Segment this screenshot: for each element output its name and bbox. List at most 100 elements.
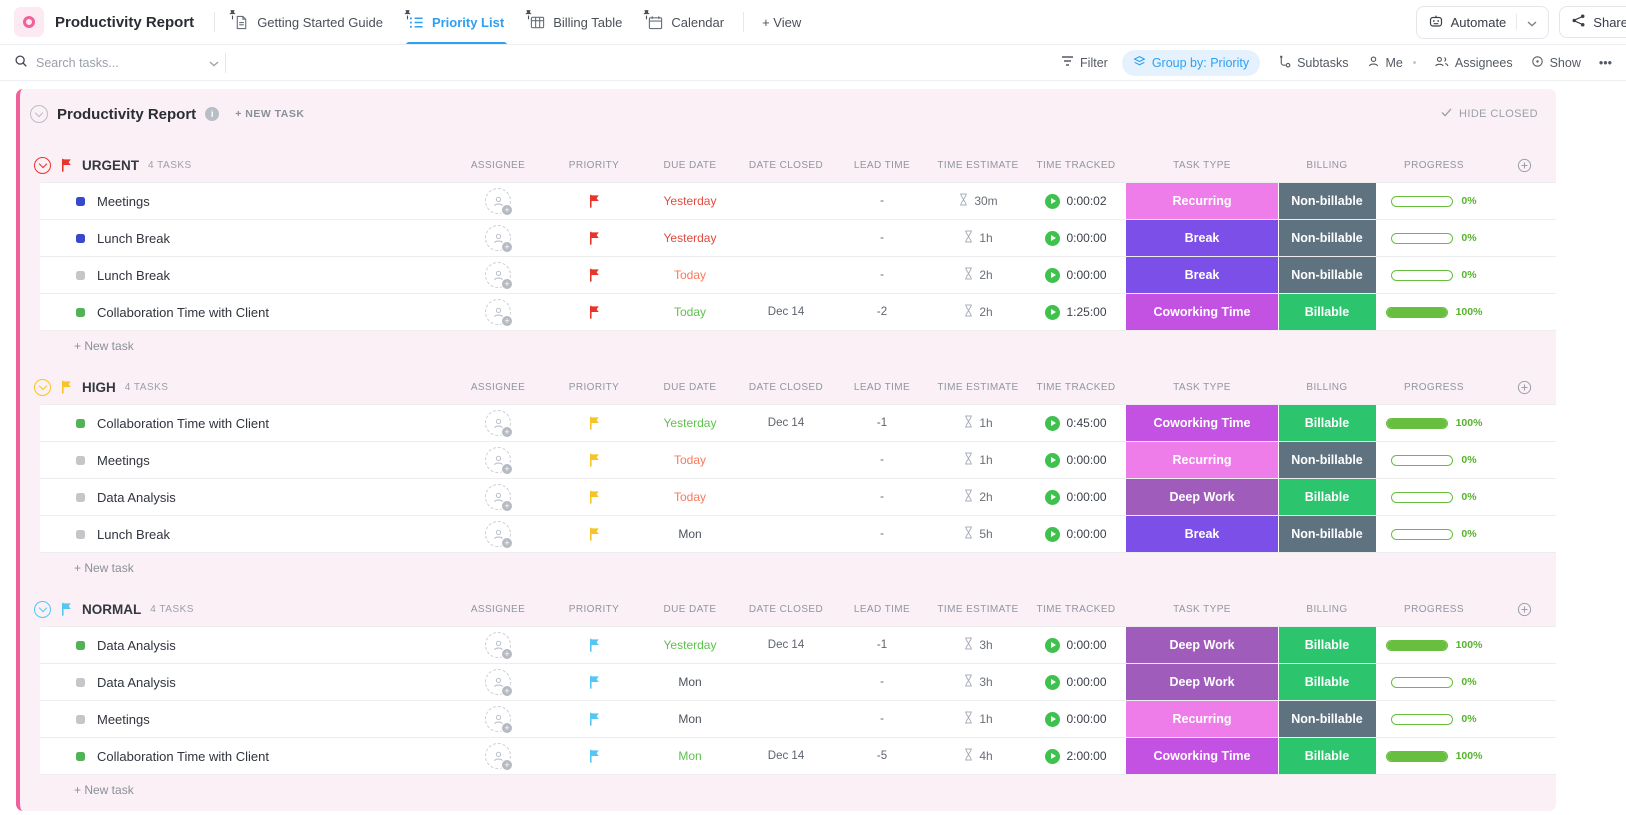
priority-flag-icon[interactable] bbox=[546, 701, 642, 737]
play-icon[interactable] bbox=[1045, 711, 1061, 727]
assignee-add-button[interactable]: + bbox=[485, 410, 513, 438]
billing-badge[interactable]: Billable bbox=[1278, 294, 1376, 330]
task-type-badge[interactable]: Coworking Time bbox=[1126, 405, 1278, 441]
column-header-task-type[interactable]: TASK TYPE bbox=[1173, 159, 1231, 171]
tab-billing-table[interactable]: Billing Table bbox=[517, 0, 635, 44]
time-estimate[interactable]: 1h bbox=[930, 442, 1026, 478]
more-options-button[interactable]: ••• bbox=[1599, 56, 1612, 70]
time-tracked[interactable]: 1:25:00 bbox=[1026, 294, 1126, 330]
chevron-down-icon[interactable] bbox=[1527, 15, 1537, 30]
play-icon[interactable] bbox=[1045, 637, 1061, 653]
task-type-badge[interactable]: Break bbox=[1126, 516, 1278, 552]
task-status-icon[interactable] bbox=[76, 233, 85, 243]
task-type-badge[interactable]: Deep Work bbox=[1126, 479, 1278, 515]
share-button[interactable]: Share bbox=[1559, 6, 1626, 38]
task-status-icon[interactable] bbox=[76, 307, 85, 317]
priority-flag-icon[interactable] bbox=[546, 183, 642, 219]
due-date[interactable]: Yesterday bbox=[663, 638, 717, 652]
task-row[interactable]: Data Analysis + Today - 2h 0:00:00 Deep Work Bi… bbox=[40, 479, 1556, 516]
billing-badge[interactable]: Billable bbox=[1278, 405, 1376, 441]
tab-priority-list[interactable]: Priority List bbox=[396, 0, 517, 44]
play-icon[interactable] bbox=[1045, 674, 1061, 690]
billing-badge[interactable]: Non-billable bbox=[1278, 220, 1376, 256]
column-header-time-tracked[interactable]: TIME TRACKED bbox=[1036, 603, 1116, 615]
column-header-progress[interactable]: PROGRESS bbox=[1404, 159, 1464, 171]
play-icon[interactable] bbox=[1045, 452, 1061, 468]
chevron-down-icon[interactable] bbox=[209, 56, 219, 70]
collapse-group-icon[interactable] bbox=[34, 156, 51, 174]
assignee-add-button[interactable]: + bbox=[485, 299, 513, 327]
priority-flag-icon[interactable] bbox=[546, 405, 642, 441]
add-column-icon[interactable] bbox=[1492, 158, 1556, 173]
task-row[interactable]: Lunch Break + Mon - 5h 0:00:00 Break Non-billab… bbox=[40, 516, 1556, 553]
task-row[interactable]: Data Analysis + Mon - 3h 0:00:00 Deep Work Bill… bbox=[40, 664, 1556, 701]
time-tracked[interactable]: 0:00:00 bbox=[1026, 627, 1126, 663]
priority-flag-icon[interactable] bbox=[546, 627, 642, 663]
task-name[interactable]: Lunch Break bbox=[97, 526, 170, 542]
time-estimate[interactable]: 5h bbox=[930, 516, 1026, 552]
assignee-add-button[interactable]: + bbox=[485, 188, 513, 216]
time-tracked[interactable]: 0:00:00 bbox=[1026, 516, 1126, 552]
me-filter-button[interactable]: Me bbox=[1367, 55, 1416, 71]
column-header-billing[interactable]: BILLING bbox=[1306, 381, 1348, 393]
play-icon[interactable] bbox=[1045, 230, 1061, 246]
task-type-badge[interactable]: Break bbox=[1126, 220, 1278, 256]
column-header-time-estimate[interactable]: TIME ESTIMATE bbox=[937, 381, 1019, 393]
column-header-priority[interactable]: PRIORITY bbox=[568, 381, 620, 393]
task-name[interactable]: Meetings bbox=[97, 193, 150, 209]
time-estimate[interactable]: 1h bbox=[930, 220, 1026, 256]
time-estimate[interactable]: 2h bbox=[930, 294, 1026, 330]
new-task-row-button[interactable]: + New task bbox=[74, 339, 134, 353]
column-header-task-type[interactable]: TASK TYPE bbox=[1173, 603, 1231, 615]
column-header-date-closed[interactable]: DATE CLOSED bbox=[748, 159, 824, 171]
hide-closed-toggle[interactable]: HIDE CLOSED bbox=[1441, 108, 1538, 120]
priority-flag-icon[interactable] bbox=[546, 516, 642, 552]
time-estimate[interactable]: 30m bbox=[930, 183, 1026, 219]
billing-badge[interactable]: Billable bbox=[1278, 627, 1376, 663]
priority-flag-icon[interactable] bbox=[546, 220, 642, 256]
billing-badge[interactable]: Non-billable bbox=[1278, 183, 1376, 219]
time-tracked[interactable]: 0:00:00 bbox=[1026, 664, 1126, 700]
column-header-billing[interactable]: BILLING bbox=[1306, 603, 1348, 615]
task-row[interactable]: Collaboration Time with Client + Mon Dec 14… bbox=[40, 738, 1556, 775]
subtasks-button[interactable]: Subtasks bbox=[1278, 55, 1349, 71]
assignee-add-button[interactable]: + bbox=[485, 447, 513, 475]
task-name[interactable]: Data Analysis bbox=[97, 674, 176, 690]
column-header-assignee[interactable]: ASSIGNEE bbox=[470, 159, 526, 171]
time-estimate[interactable]: 1h bbox=[930, 405, 1026, 441]
time-estimate[interactable]: 2h bbox=[930, 257, 1026, 293]
task-type-badge[interactable]: Coworking Time bbox=[1126, 738, 1278, 774]
group-name[interactable]: URGENT bbox=[82, 157, 139, 173]
column-header-assignee[interactable]: ASSIGNEE bbox=[470, 603, 526, 615]
filter-button[interactable]: Filter bbox=[1061, 55, 1108, 70]
assignee-add-button[interactable]: + bbox=[485, 669, 513, 697]
priority-flag-icon[interactable] bbox=[546, 479, 642, 515]
due-date[interactable]: Today bbox=[673, 453, 707, 467]
priority-flag-icon[interactable] bbox=[546, 294, 642, 330]
time-estimate[interactable]: 3h bbox=[930, 664, 1026, 700]
column-header-due-date[interactable]: DUE DATE bbox=[663, 381, 717, 393]
task-row[interactable]: Meetings + Mon - 1h 0:00:00 Recurring Non-billa… bbox=[40, 701, 1556, 738]
time-tracked[interactable]: 0:00:00 bbox=[1026, 479, 1126, 515]
new-task-row-button[interactable]: + New task bbox=[74, 783, 134, 797]
task-row[interactable]: Collaboration Time with Client + Yesterday… bbox=[40, 405, 1556, 442]
new-task-button[interactable]: + NEW TASK bbox=[235, 108, 305, 120]
time-tracked[interactable]: 0:45:00 bbox=[1026, 405, 1126, 441]
due-date[interactable]: Mon bbox=[678, 712, 702, 726]
column-header-time-estimate[interactable]: TIME ESTIMATE bbox=[937, 159, 1019, 171]
time-estimate[interactable]: 3h bbox=[930, 627, 1026, 663]
play-icon[interactable] bbox=[1045, 526, 1061, 542]
time-tracked[interactable]: 0:00:02 bbox=[1026, 183, 1126, 219]
due-date[interactable]: Today bbox=[673, 490, 707, 504]
assignee-add-button[interactable]: + bbox=[485, 521, 513, 549]
column-header-billing[interactable]: BILLING bbox=[1306, 159, 1348, 171]
due-date[interactable]: Today bbox=[673, 268, 707, 282]
column-header-due-date[interactable]: DUE DATE bbox=[663, 159, 717, 171]
play-icon[interactable] bbox=[1045, 489, 1061, 505]
task-status-icon[interactable] bbox=[76, 714, 85, 724]
task-name[interactable]: Collaboration Time with Client bbox=[97, 304, 269, 320]
task-status-icon[interactable] bbox=[76, 677, 85, 687]
play-icon[interactable] bbox=[1045, 267, 1061, 283]
priority-flag-icon[interactable] bbox=[546, 442, 642, 478]
new-task-row-button[interactable]: + New task bbox=[74, 561, 134, 575]
